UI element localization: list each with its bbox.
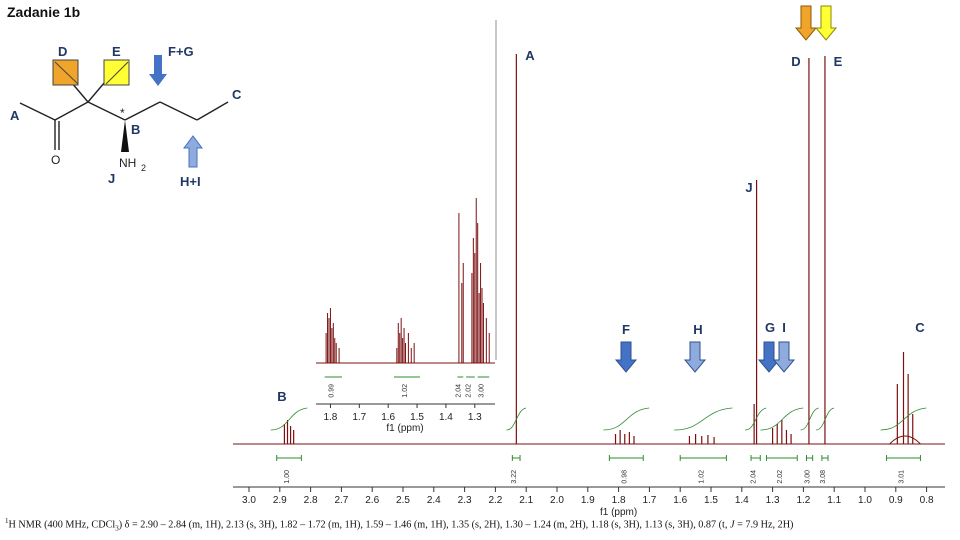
integral-curve-1 — [506, 407, 527, 431]
inset-tick-label-5: 1.3 — [468, 412, 482, 423]
integral-curve-7 — [815, 407, 835, 431]
nmr-spectrum: 1.00 3.22 0.98 1.02 2.04 2.02 3.00 3.08 3.010.99… — [233, 5, 945, 518]
inset-tick-label-0: 1.8 — [323, 412, 337, 423]
integral-value-6: 3.00 — [805, 470, 812, 484]
arrow-f — [614, 341, 638, 373]
integral-value-2: 0.98 — [621, 470, 628, 484]
mol-label-hi: H+I — [180, 174, 201, 189]
integral-curve-3 — [674, 407, 733, 431]
arrow-d — [794, 5, 818, 41]
x-tick-label-14: 1.6 — [673, 495, 687, 506]
e-box — [103, 59, 130, 86]
atom-oxygen: O — [51, 153, 60, 167]
integral-value-3: 1.02 — [698, 470, 705, 484]
x-tick-label-8: 2.2 — [488, 495, 502, 506]
x-tick-label-13: 1.7 — [642, 495, 656, 506]
integral-value-1: 3.22 — [511, 470, 518, 484]
inset-tick-label-2: 1.6 — [381, 412, 395, 423]
x-tick-label-6: 2.4 — [427, 495, 441, 506]
inset-trace — [316, 20, 497, 364]
peak-label-e: E — [834, 54, 843, 69]
integral-value-0: 1.00 — [284, 470, 291, 484]
nmr-caption: 1H NMR (400 MHz, CDCl3) δ = 2.90 – 2.84 … — [5, 517, 794, 533]
peak-labels: A B C D E F H G I J — [277, 48, 925, 404]
peak-label-g: G — [765, 320, 775, 335]
peak-label-h: H — [693, 322, 702, 337]
arrow-fg — [149, 55, 167, 86]
arrow-e — [814, 5, 838, 41]
mol-label-d: D — [58, 44, 67, 59]
integral-value-4: 2.04 — [751, 470, 758, 484]
integral-value-8: 3.01 — [899, 470, 906, 484]
mol-label-e: E — [112, 44, 121, 59]
x-tick-label-4: 2.6 — [365, 495, 379, 506]
integral-curve-6 — [800, 407, 819, 431]
mol-label-c: C — [232, 87, 242, 102]
x-tick-label-16: 1.4 — [735, 495, 749, 506]
arrow-hi — [183, 135, 203, 168]
peak-label-i: I — [782, 320, 786, 335]
x-tick-label-20: 1.0 — [858, 495, 872, 506]
inset-axis-label: f1 (ppm) — [386, 423, 423, 434]
inset-integral-value-3: 2.02 — [465, 384, 472, 398]
x-tick-label-10: 2.0 — [550, 495, 564, 506]
x-tick-label-21: 0.9 — [889, 495, 903, 506]
mol-label-b: B — [131, 122, 140, 137]
x-tick-label-9: 2.1 — [519, 495, 533, 506]
x-tick-label-18: 1.2 — [796, 495, 810, 506]
x-tick-label-17: 1.3 — [766, 495, 780, 506]
stereo-star: * — [120, 106, 125, 120]
peak-label-f: F — [622, 322, 630, 337]
inset-tick-label-1: 1.7 — [352, 412, 366, 423]
x-tick-label-22: 0.8 — [920, 495, 934, 506]
inset-integral-value-2: 2.04 — [455, 384, 462, 398]
integral-value-7: 3.08 — [820, 470, 827, 484]
inset-integral-value-4: 3.00 — [478, 384, 485, 398]
slide-title: Zadanie 1b — [7, 4, 81, 20]
inset-tick-label-3: 1.5 — [410, 412, 424, 423]
peak-label-c: C — [915, 320, 925, 335]
integral-curve-5 — [760, 407, 804, 431]
inset-axis: 1.8 1.7 1.6 1.5 1.4 1.3 f1 (ppm) — [316, 403, 495, 434]
x-tick-label-19: 1.1 — [827, 495, 841, 506]
arrow-h — [683, 341, 707, 373]
x-tick-label-15: 1.5 — [704, 495, 718, 506]
main-axis: 3.0 2.9 2.8 2.7 2.6 2.5 2.4 2.3 2.2 2.1 2.0 1.9 1.8 1… — [233, 486, 945, 518]
mol-label-fg: F+G — [168, 44, 194, 59]
atom-amine: NH — [119, 156, 136, 170]
x-axis-label: f1 (ppm) — [600, 507, 637, 518]
inset-integral-value-1: 1.02 — [402, 384, 409, 398]
mol-label-j: J — [108, 171, 115, 186]
molecule-structure: D E F+G A C B J H+I O NH 2 * — [10, 44, 242, 189]
arrow-i — [772, 341, 796, 373]
x-tick-label-1: 2.9 — [273, 495, 287, 506]
peak-label-d: D — [791, 54, 800, 69]
integral-curve-4 — [744, 407, 767, 431]
x-tick-label-11: 1.9 — [581, 495, 595, 506]
peak-label-j: J — [745, 180, 752, 195]
x-tick-label-12: 1.8 — [612, 495, 626, 506]
x-tick-label-2: 2.8 — [304, 495, 318, 506]
wedge-bond — [121, 120, 129, 152]
peak-c-envelope — [889, 435, 921, 445]
integral-curve-2 — [603, 407, 650, 431]
x-tick-label-5: 2.5 — [396, 495, 410, 506]
arrow-g — [757, 341, 781, 373]
spectrum-trace — [233, 54, 945, 445]
x-tick-label-7: 2.3 — [458, 495, 472, 506]
peak-label-a: A — [525, 48, 535, 63]
integrals: 1.00 3.22 0.98 1.02 2.04 2.02 3.00 3.08 3.010.99… — [270, 376, 927, 484]
mol-label-a: A — [10, 108, 20, 123]
inset-tick-label-4: 1.4 — [439, 412, 453, 423]
peak-label-b: B — [277, 389, 286, 404]
inset-integral-value-0: 0.99 — [328, 384, 335, 398]
x-tick-label-0: 3.0 — [242, 495, 256, 506]
integral-value-5: 2.02 — [777, 470, 784, 484]
integral-curve-8 — [880, 407, 927, 431]
atom-amine-sub: 2 — [141, 163, 146, 173]
peak-arrows — [614, 5, 838, 373]
integral-curve-0 — [270, 407, 308, 431]
x-tick-label-3: 2.7 — [334, 495, 348, 506]
